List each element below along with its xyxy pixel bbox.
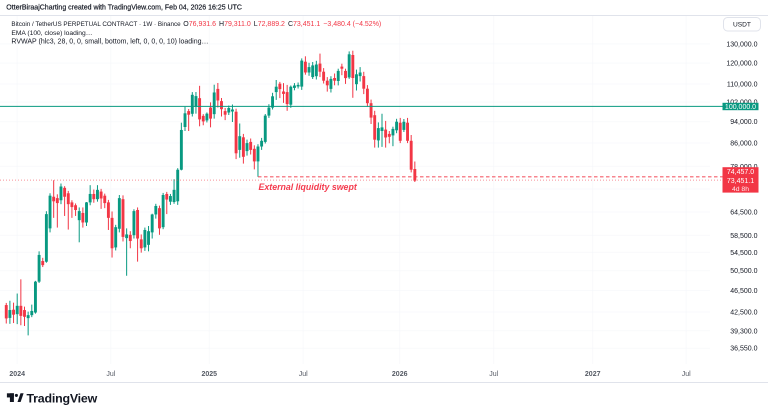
svg-text:2025: 2025	[202, 371, 218, 378]
svg-text:2026: 2026	[392, 371, 408, 378]
svg-text:4d 8h: 4d 8h	[732, 186, 749, 193]
svg-text:130,000.0: 130,000.0	[726, 41, 757, 48]
svg-text:58,500.0: 58,500.0	[730, 233, 757, 240]
svg-text:Jul: Jul	[682, 371, 691, 378]
svg-text:73,451.1: 73,451.1	[727, 178, 754, 185]
svg-text:Jul: Jul	[299, 371, 308, 378]
svg-text:OtterBiraajCharting created wi: OtterBiraajCharting created with Trading…	[6, 4, 242, 11]
svg-text:Jul: Jul	[489, 371, 498, 378]
svg-text:74,457.0: 74,457.0	[727, 169, 754, 176]
svg-text:110,000.0: 110,000.0	[727, 82, 758, 89]
svg-text:2024: 2024	[9, 371, 25, 378]
svg-text:50,500.0: 50,500.0	[730, 268, 757, 275]
svg-text:EMA (100, close) loading…: EMA (100, close) loading…	[11, 30, 92, 37]
svg-text:64,500.0: 64,500.0	[730, 210, 757, 217]
svg-text:94,000.0: 94,000.0	[730, 119, 757, 126]
svg-text:120,000.0: 120,000.0	[726, 61, 757, 68]
svg-text:External liquidity swept: External liquidity swept	[259, 182, 358, 192]
svg-text:2027: 2027	[585, 371, 601, 378]
svg-text:54,500.0: 54,500.0	[730, 250, 757, 257]
svg-text:USDT: USDT	[733, 22, 751, 29]
svg-text:Bitcoin / TetherUS PERPETUAL C: Bitcoin / TetherUS PERPETUAL CONTRACT · …	[11, 21, 181, 28]
svg-text:Jul: Jul	[106, 371, 115, 378]
svg-text:86,000.0: 86,000.0	[730, 141, 757, 148]
svg-text:39,300.0: 39,300.0	[730, 328, 757, 335]
svg-text:42,500.0: 42,500.0	[730, 310, 757, 317]
svg-text:TradingView: TradingView	[27, 391, 98, 405]
svg-text:RVWAP (hlc3, 28, 0, 0, small,: RVWAP (hlc3, 28, 0, 0, small, bottom, le…	[11, 39, 208, 46]
svg-text:100,000.0: 100,000.0	[725, 104, 756, 111]
svg-text:46,500.0: 46,500.0	[730, 288, 757, 295]
svg-text:36,550.0: 36,550.0	[730, 346, 757, 353]
